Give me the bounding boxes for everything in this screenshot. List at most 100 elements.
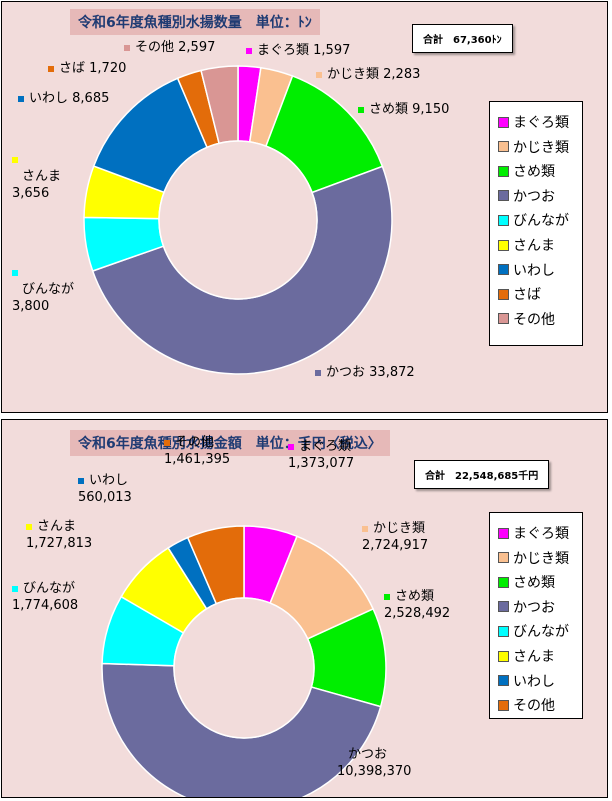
label-value: 1,727,813 [26,536,93,551]
chart-panel-quantity: 令和6年度魚種別水揚数量 単位：ﾄﾝ 合計 67,360ﾄﾝ まぐろ類 かじき類さ… [1,1,608,413]
data-label: かじき類 2,283 [316,66,420,83]
legend-label: いわし [513,262,555,279]
label-marker [288,443,294,450]
label-category: さんま [37,519,77,534]
legend-item: かじき類 [498,547,569,569]
label-marker [124,44,130,51]
total-amount: 合計 22,548,685千円 [414,460,550,489]
label-category: びんなが [22,282,75,297]
label-marker [315,369,321,376]
legend-label: さんま [513,649,555,665]
legend-item: かつお [498,185,555,207]
legend-label: かじき類 [513,550,569,567]
label-value: 3,656 [12,186,50,201]
legend-item: その他 [498,694,555,716]
legend-item: さんま [498,234,555,256]
legend-label: まぐろ類 [513,115,569,131]
label-value: 33,872 [369,365,415,380]
legend-label: さめ類 [513,164,555,181]
label-marker [12,156,18,163]
legend-amount: まぐろ類かじき類さめ類かつおびんながさんまいわしその他 [489,512,583,719]
legend-swatch [498,650,509,662]
label-marker [12,269,18,276]
data-label: さめ類 2,528,492 [384,588,450,622]
label-value: 1,461,395 [164,452,231,467]
label-category: いわし [89,473,129,488]
data-label: びんなが 1,774,608 [12,580,78,614]
data-label: さめ類 9,150 [358,101,449,118]
label-category: さば [59,61,86,76]
label-marker [18,95,24,102]
donut-hole [173,597,315,739]
legend-label: その他 [513,311,555,328]
chart-panel-amount: 令和6年度魚種別水揚金額 単位：千円〈税込〉 合計 22,548,685千円 ま… [1,419,608,798]
legend-item: まぐろ類 [498,111,569,133]
label-value: 1,373,077 [288,456,355,471]
label-category: その他 [175,435,215,450]
legend-label: その他 [513,698,555,715]
legend-label: かつお [513,599,555,616]
legend-item: さめ類 [498,571,555,593]
label-value: 10,398,370 [337,764,412,779]
legend-swatch [498,313,509,325]
chart-title-quantity: 令和6年度魚種別水揚数量 単位：ﾄﾝ [70,9,320,35]
data-label: いわし 8,685 [18,90,109,107]
label-value: 560,013 [78,490,132,505]
legend-item: いわし [498,259,555,281]
label-marker [384,593,390,600]
label-category: その他 [135,40,175,55]
chart-title-amount: 令和6年度魚種別水揚金額 単位：千円〈税込〉 [70,430,390,456]
legend-item: まぐろ類 [498,522,569,544]
legend-label: さんま [513,238,555,254]
legend-label: びんなが [513,624,569,641]
legend-item: さば [498,283,541,305]
legend-item: いわし [498,670,555,692]
data-label: まぐろ類 1,597 [246,42,350,59]
legend-swatch [498,239,509,251]
label-marker [362,525,368,532]
data-label: さんま 1,727,813 [26,518,92,552]
label-category: さめ類 [395,589,435,604]
legend-swatch [498,675,509,687]
legend-swatch [498,190,509,202]
data-label: いわし 560,013 [78,472,132,506]
label-value: 8,685 [72,91,110,106]
data-label: びんなが 3,800 [12,264,74,315]
label-marker [26,523,32,530]
legend-swatch [498,601,509,613]
label-category: さめ類 [369,102,409,117]
legend-label: かつお [513,188,555,205]
data-label: その他 2,597 [124,39,215,56]
label-value: 2,528,492 [384,606,451,621]
label-category: かつお [326,365,366,380]
donut-chart-amount [101,525,387,797]
legend-swatch [498,576,509,588]
legend-swatch [498,141,509,153]
legend-swatch [498,214,509,226]
label-value: 1,774,608 [12,598,79,613]
legend-swatch [498,288,509,300]
legend-item: かじき類 [498,136,569,158]
donut-hole [158,140,318,300]
legend-item: びんなが [498,620,569,642]
data-label: まぐろ類 1,373,077 [288,438,354,472]
label-category: まぐろ類 [257,43,310,58]
data-label: かつお 33,872 [315,364,415,381]
label-marker [48,65,54,72]
label-marker [316,71,322,78]
label-category: まぐろ類 [299,439,352,454]
data-label: さんま 3,656 [12,151,61,202]
legend-label: さば [513,287,541,304]
donut-chart-quantity [83,65,393,375]
data-label: さば 1,720 [48,60,126,77]
label-category: びんなが [23,581,76,596]
label-value: 3,800 [12,299,50,314]
legend-swatch [498,625,509,637]
legend-item: びんなが [498,209,569,231]
label-marker [358,106,364,113]
legend-swatch [498,552,509,564]
label-marker [78,477,84,484]
legend-label: かじき類 [513,139,569,156]
legend-swatch [498,116,509,128]
legend-swatch [498,165,509,177]
